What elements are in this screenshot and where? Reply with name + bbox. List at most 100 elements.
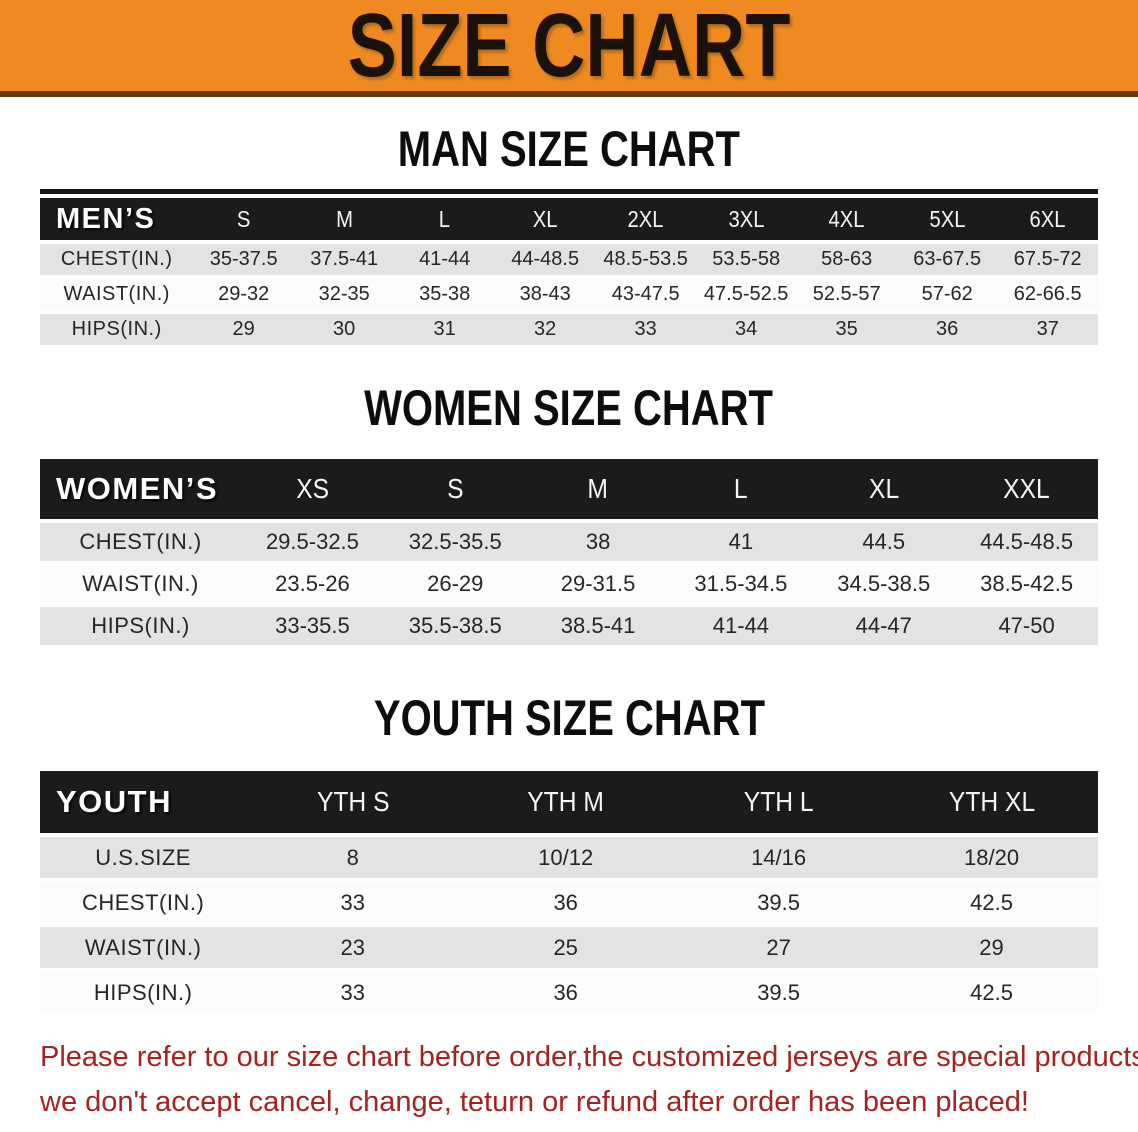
measurement-cell: 41-44 — [394, 244, 495, 275]
size-column-header: L — [394, 198, 495, 240]
row-label-cell: CHEST(IN.) — [40, 244, 194, 275]
measurement-cell: 36 — [459, 972, 673, 1013]
men-section-heading: MAN SIZE CHART — [0, 124, 1138, 174]
men-size-section: MAN SIZE CHART MEN’S S M L XL 2XL 3XL 4XL 5XL 6XL… — [0, 124, 1138, 349]
youth-size-section: YOUTH SIZE CHART YOUTH YTH S YTH M YTH L YTH… — [0, 693, 1138, 1017]
measurement-cell: 41-44 — [669, 607, 813, 645]
women-section-heading: WOMEN SIZE CHART — [0, 383, 1138, 433]
measurement-cell: 35.5-38.5 — [383, 607, 527, 645]
table-title-cell: YOUTH — [40, 771, 247, 833]
measurement-cell: 39.5 — [672, 882, 886, 923]
measurement-cell: 32-35 — [293, 279, 395, 310]
measurement-row: CHEST(IN.) 35-37.5 37.5-41 41-44 44-48.5 48.5… — [40, 244, 1098, 275]
size-column-header: L — [669, 459, 813, 519]
women-size-table: WOMEN’S XS S M L XL XXL CHEST(IN.) 29.5-32.5 32.5… — [40, 455, 1098, 649]
size-column-header: 3XL — [695, 198, 797, 240]
measurement-cell: 14/16 — [672, 837, 886, 878]
measurement-cell: 44-48.5 — [494, 244, 596, 275]
youth-size-table: YOUTH YTH S YTH M YTH L YTH XL U.S.SIZE 8 10/12… — [40, 767, 1098, 1017]
measurement-cell: 44.5 — [812, 523, 956, 561]
measurement-cell: 32 — [494, 314, 596, 345]
measurement-cell: 38.5-41 — [526, 607, 670, 645]
measurement-cell: 67.5-72 — [997, 244, 1098, 275]
women-size-table-wrap: WOMEN’S XS S M L XL XXL CHEST(IN.) 29.5-32.5 32.5… — [40, 455, 1098, 649]
row-label-cell: CHEST(IN.) — [40, 523, 242, 561]
measurement-cell: 44-47 — [812, 607, 956, 645]
disclaimer-line-1: Please refer to our size chart before or… — [40, 1041, 1138, 1073]
size-column-header: XL — [812, 459, 956, 519]
measurement-cell: 33 — [246, 972, 460, 1013]
measurement-row: HIPS(IN.) 29 30 31 32 33 34 35 36 37 — [40, 314, 1098, 345]
measurement-cell: 47-50 — [955, 607, 1098, 645]
measurement-cell: 18/20 — [885, 837, 1098, 878]
header-row: MEN’S S M L XL 2XL 3XL 4XL 5XL 6XL — [40, 198, 1098, 240]
measurement-cell: 34.5-38.5 — [812, 565, 956, 603]
row-label-cell: WAIST(IN.) — [40, 927, 247, 968]
measurement-cell: 29.5-32.5 — [241, 523, 384, 561]
measurement-cell: 37.5-41 — [293, 244, 395, 275]
men-section-heading-text: MAN SIZE CHART — [397, 121, 741, 177]
measurement-cell: 33 — [246, 882, 460, 923]
measurement-cell: 53.5-58 — [695, 244, 797, 275]
order-disclaimer: Please refer to our size chart before or… — [40, 1035, 1138, 1125]
size-column-header: XXL — [955, 459, 1098, 519]
measurement-cell: 23 — [246, 927, 460, 968]
header-row: WOMEN’S XS S M L XL XXL — [40, 459, 1098, 519]
measurement-cell: 38.5-42.5 — [955, 565, 1098, 603]
measurement-cell: 35-38 — [394, 279, 495, 310]
measurement-cell: 42.5 — [885, 972, 1098, 1013]
size-column-header: S — [193, 198, 294, 240]
measurement-cell: 29 — [885, 927, 1098, 968]
measurement-cell: 41 — [669, 523, 813, 561]
youth-section-heading: YOUTH SIZE CHART — [0, 693, 1138, 743]
women-section-heading-text: WOMEN SIZE CHART — [364, 380, 774, 436]
row-label-cell: U.S.SIZE — [40, 837, 247, 878]
measurement-row: WAIST(IN.) 23 25 27 29 — [40, 927, 1098, 968]
men-size-table-wrap: MEN’S S M L XL 2XL 3XL 4XL 5XL 6XL CHEST(IN.) 35-37… — [40, 189, 1098, 349]
table-title-cell: MEN’S — [40, 198, 194, 240]
measurement-cell: 29-31.5 — [526, 565, 670, 603]
measurement-cell: 37 — [997, 314, 1098, 345]
measurement-cell: 44.5-48.5 — [955, 523, 1098, 561]
measurement-row: WAIST(IN.) 23.5-26 26-29 29-31.5 31.5-34.5 34… — [40, 565, 1098, 603]
youth-size-table-wrap: YOUTH YTH S YTH M YTH L YTH XL U.S.SIZE 8 10/12… — [40, 767, 1098, 1017]
measurement-cell: 33 — [595, 314, 696, 345]
measurement-cell: 29 — [193, 314, 294, 345]
measurement-cell: 34 — [695, 314, 797, 345]
measurement-cell: 43-47.5 — [595, 279, 696, 310]
table-title-cell: WOMEN’S — [40, 459, 242, 519]
measurement-cell: 62-66.5 — [997, 279, 1098, 310]
size-column-header: YTH S — [246, 771, 460, 833]
size-column-header: M — [526, 459, 670, 519]
size-column-header: YTH L — [672, 771, 886, 833]
size-column-header: 6XL — [997, 198, 1098, 240]
size-column-header: 5XL — [896, 198, 998, 240]
measurement-cell: 42.5 — [885, 882, 1098, 923]
measurement-cell: 25 — [459, 927, 673, 968]
row-label-cell: CHEST(IN.) — [40, 882, 247, 923]
measurement-cell: 47.5-52.5 — [695, 279, 797, 310]
measurement-cell: 35-37.5 — [193, 244, 294, 275]
measurement-cell: 36 — [459, 882, 673, 923]
measurement-cell: 52.5-57 — [796, 279, 897, 310]
row-label-cell: HIPS(IN.) — [40, 607, 242, 645]
measurement-cell: 58-63 — [796, 244, 897, 275]
size-column-header: 4XL — [796, 198, 897, 240]
measurement-cell: 31.5-34.5 — [669, 565, 813, 603]
header-row: YOUTH YTH S YTH M YTH L YTH XL — [40, 771, 1098, 833]
banner-title: SIZE CHART — [347, 0, 791, 96]
measurement-row: CHEST(IN.) 33 36 39.5 42.5 — [40, 882, 1098, 923]
measurement-cell: 36 — [896, 314, 998, 345]
measurement-cell: 29-32 — [193, 279, 294, 310]
measurement-cell: 33-35.5 — [241, 607, 384, 645]
measurement-row: HIPS(IN.) 33 36 39.5 42.5 — [40, 972, 1098, 1013]
measurement-cell: 38-43 — [494, 279, 596, 310]
size-column-header: S — [383, 459, 527, 519]
measurement-cell: 32.5-35.5 — [383, 523, 527, 561]
size-column-header: YTH XL — [885, 771, 1098, 833]
measurement-row: U.S.SIZE 8 10/12 14/16 18/20 — [40, 837, 1098, 878]
size-column-header: 2XL — [595, 198, 696, 240]
row-label-cell: HIPS(IN.) — [40, 314, 194, 345]
size-column-header: XS — [241, 459, 384, 519]
measurement-cell: 57-62 — [896, 279, 998, 310]
